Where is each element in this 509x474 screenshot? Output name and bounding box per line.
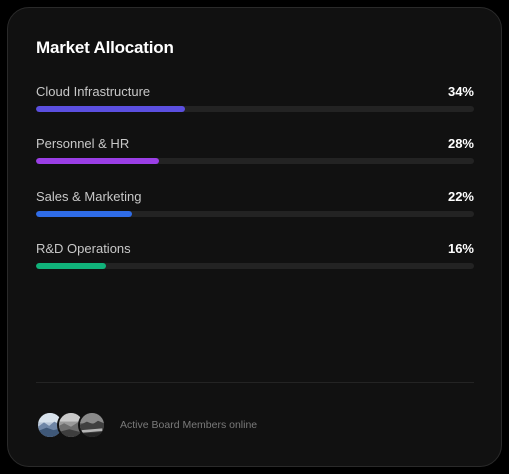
market-allocation-card: Market Allocation Cloud Infrastructure 3… [7,7,502,467]
allocation-label: Personnel & HR [36,136,130,152]
allocation-label: Cloud Infrastructure [36,84,151,99]
avatar-stack[interactable] [36,411,108,439]
allocation-percent: 28% [447,136,474,152]
allocation-percent: 16% [447,240,474,256]
card-title: Market Allocation [36,38,174,57]
board-members-footer: Active Board Members online [36,411,257,439]
progress-fill [36,106,185,112]
progress-fill [36,210,133,217]
progress-track [36,158,474,165]
progress-track [36,262,474,269]
progress-fill [36,262,107,269]
allocation-row-rd-operations: R&D Operations 16% [36,241,474,293]
avatar[interactable] [36,411,64,439]
allocation-label: R&D Operations [36,240,131,256]
allocation-percent: 34% [447,84,474,99]
footer-divider [36,382,474,383]
allocation-percent: 22% [447,188,474,204]
allocation-label: Sales & Marketing [36,188,142,204]
allocation-row-cloud-infrastructure: Cloud Infrastructure 34% [36,84,474,136]
avatar[interactable] [78,411,106,439]
avatar-image [80,413,104,437]
progress-fill [36,158,159,165]
allocation-row-sales-marketing: Sales & Marketing 22% [36,189,474,241]
progress-track [36,210,474,217]
online-status-text: Active Board Members online [120,419,258,431]
allocation-list: Cloud Infrastructure 34% Personnel & HR … [36,84,474,293]
progress-track [36,106,474,112]
allocation-row-personnel-hr: Personnel & HR 28% [36,136,474,188]
